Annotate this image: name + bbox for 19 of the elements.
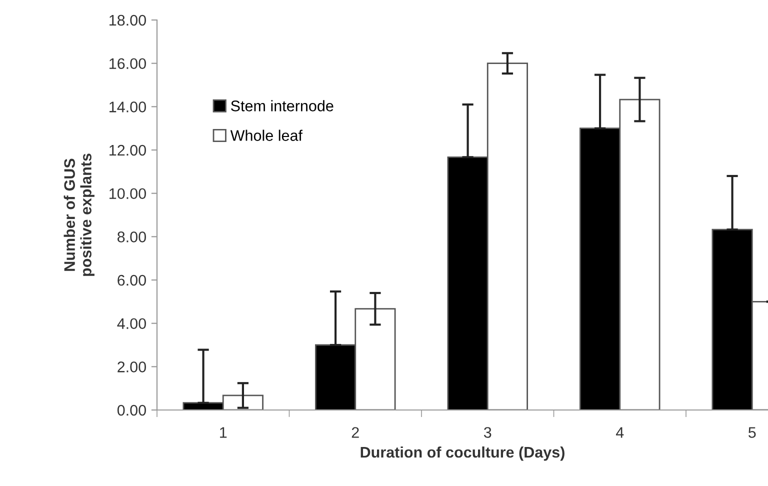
x-tick-label: 5: [748, 427, 756, 438]
legend-label: Whole leaf: [230, 130, 303, 141]
y-tick-label: 0.00: [117, 404, 146, 416]
x-tick-label: 4: [616, 427, 624, 438]
y-tick-label: 14.00: [110, 102, 146, 112]
y-tick-label: 4.00: [117, 318, 146, 330]
y-tick-label: 12.00: [110, 144, 146, 156]
x-tick-label: 2: [352, 427, 359, 438]
y-tick-label: 18.00: [110, 14, 146, 26]
y-axis-title: Number of GUS positive explants: [64, 154, 94, 276]
y-tick-label: 6.00: [118, 274, 146, 286]
y-tick-label: 10.00: [110, 188, 146, 200]
x-tick-label: 1: [220, 427, 227, 438]
x-axis-title: Duration of coculture (Days): [360, 446, 564, 461]
legend-label: Stem internode: [231, 100, 334, 112]
x-tick-label: 3: [484, 427, 492, 438]
y-tick-label: 16.00: [110, 58, 146, 70]
y-tick-label: 2.00: [118, 362, 146, 372]
y-tick-label: 8.00: [118, 232, 146, 242]
